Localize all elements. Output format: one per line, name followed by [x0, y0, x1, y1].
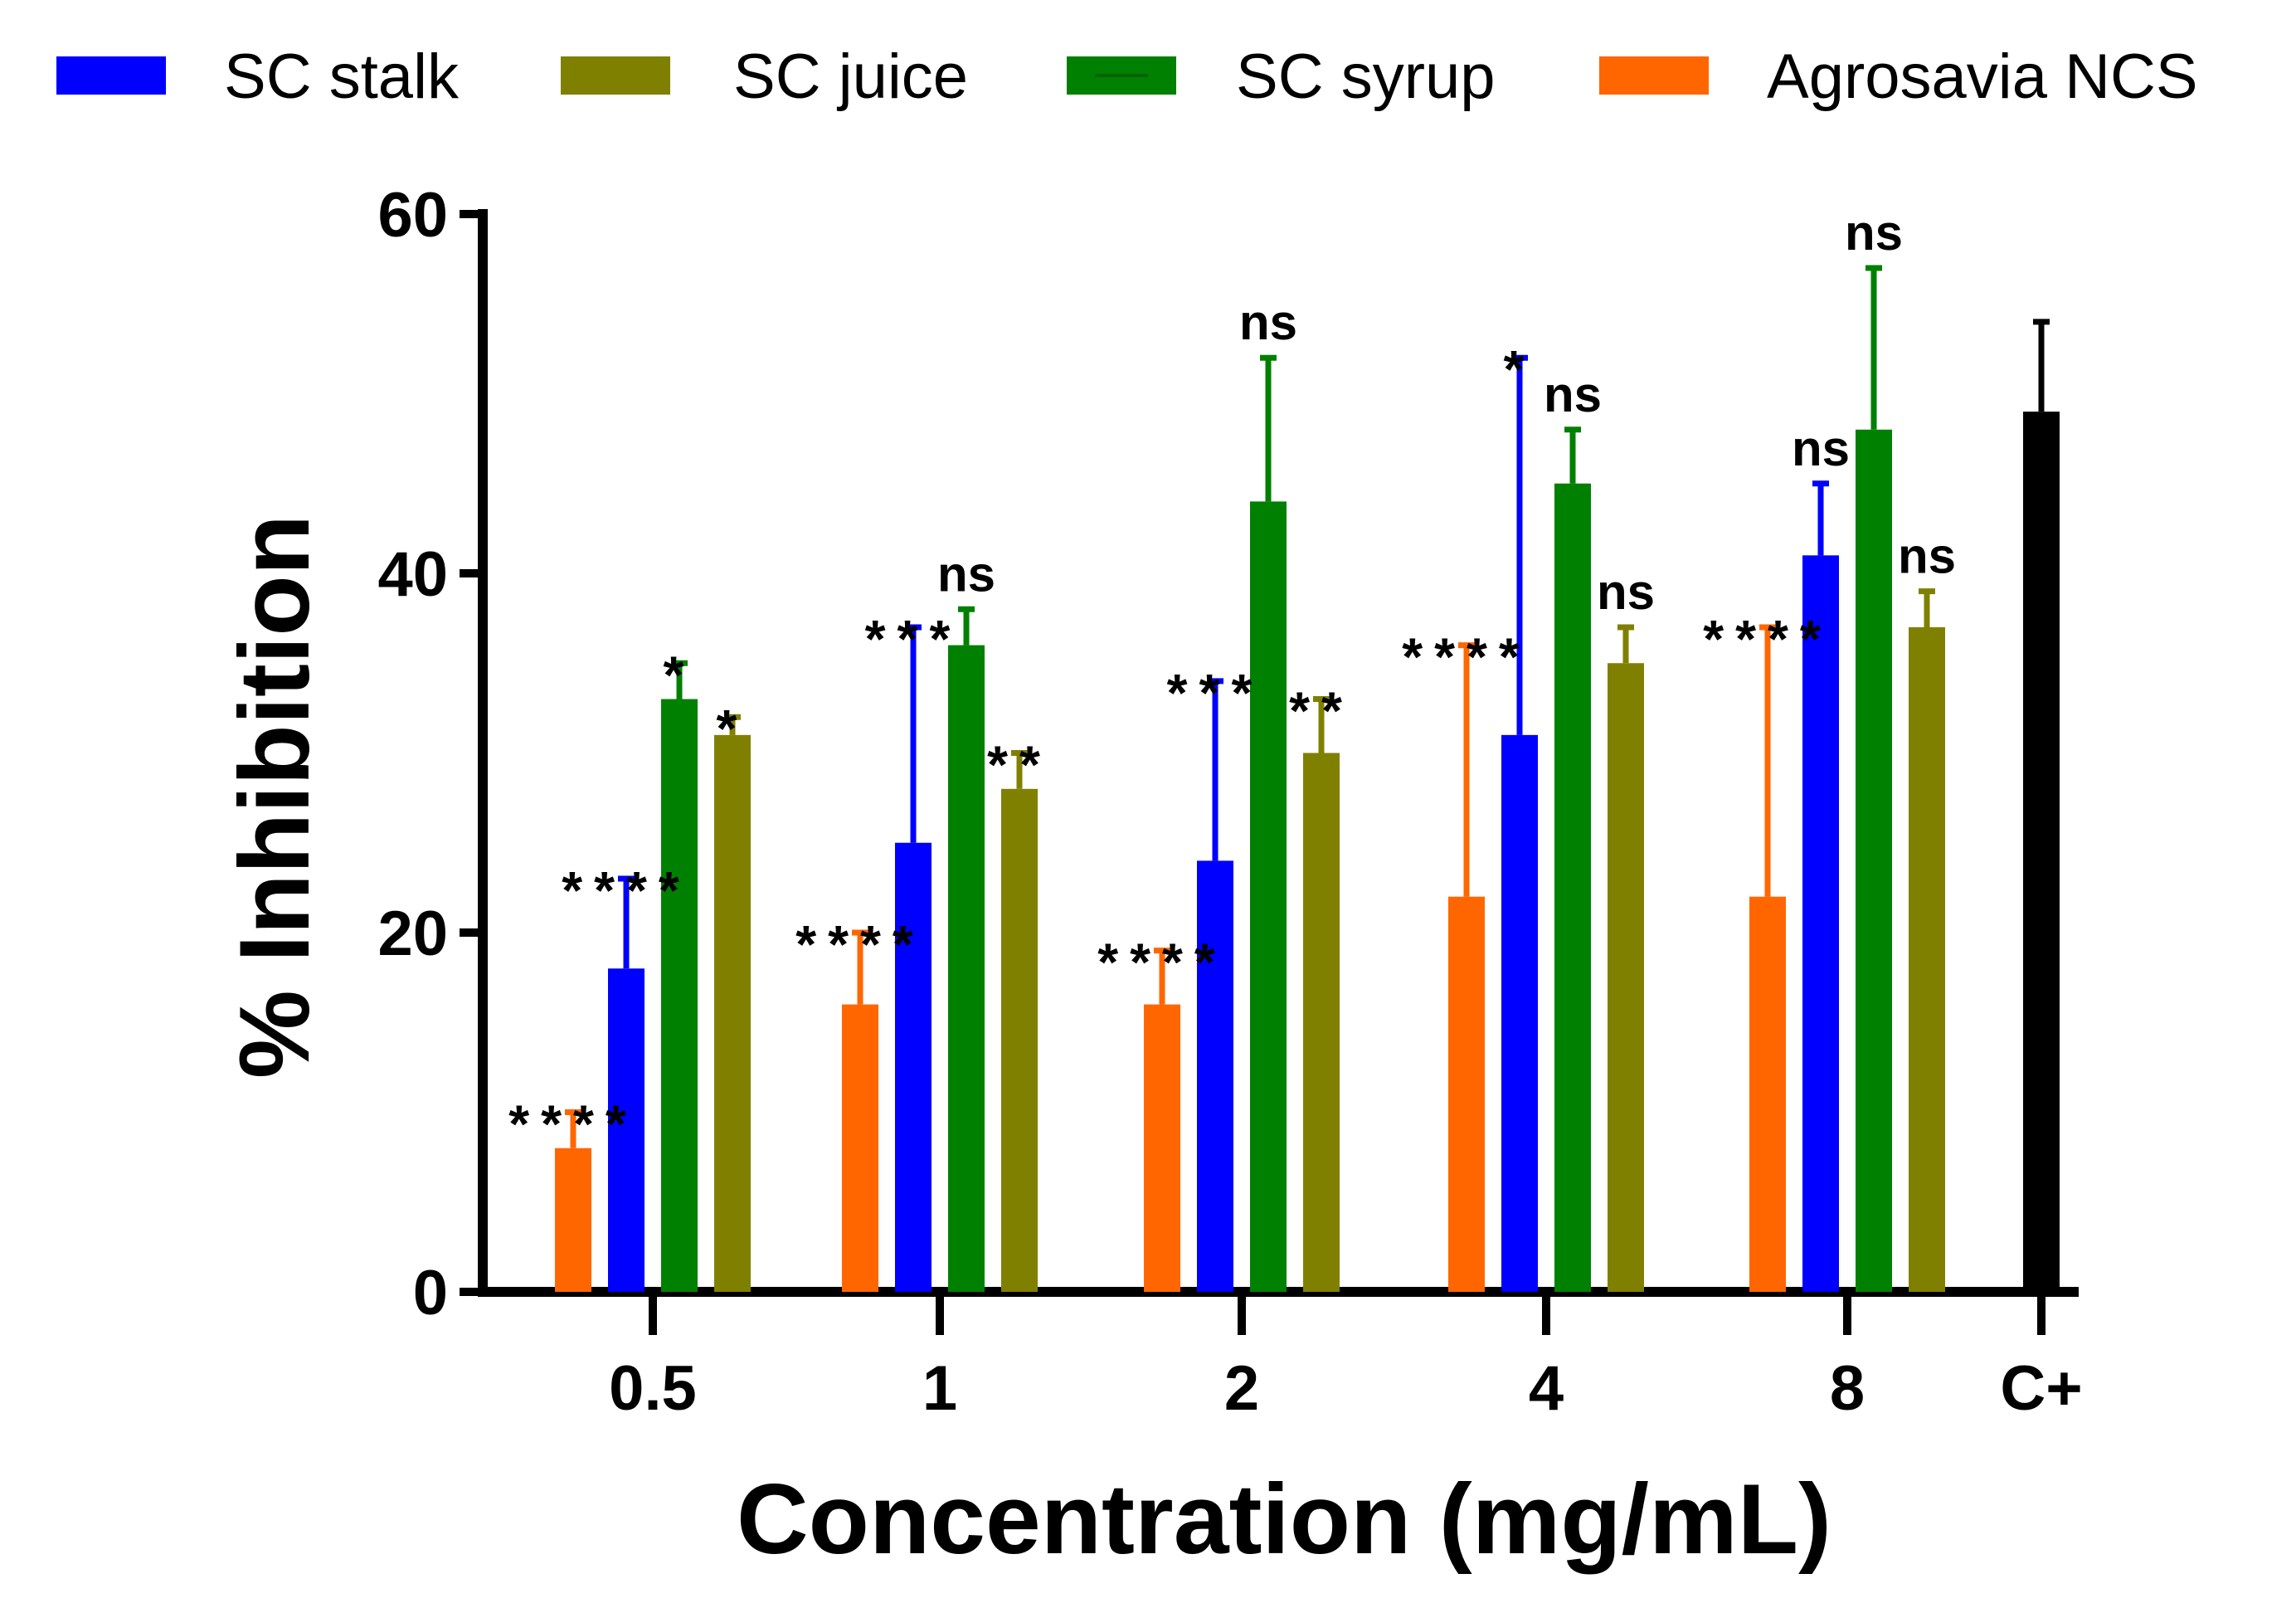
bar-sc-juice-1 [1001, 788, 1038, 1292]
y-tick-label: 40 [377, 539, 448, 610]
significance-label: ns [937, 546, 995, 602]
legend-swatch-sc-juice [561, 56, 670, 95]
legend-swatch-sc-stalk [56, 56, 166, 95]
bar-control [2023, 412, 2060, 1292]
significance-label: * [1504, 339, 1536, 399]
bar-sc-juice-2 [1303, 753, 1340, 1292]
bar-agrosavia-ncs-8 [1749, 896, 1786, 1292]
legend: SC stalk SC juice SC syrup Agrosavia NCS [56, 41, 2198, 112]
bar-sc-stalk-2 [1197, 860, 1233, 1292]
significance-label: * [664, 645, 696, 704]
y-tick-label: 0 [413, 1258, 448, 1328]
x-axis-ticks: 0.5 1 2 4 8 C+ [609, 1292, 2083, 1424]
bar-sc-juice-0-5 [714, 734, 751, 1292]
legend-swatch-agrosavia-ncs [1599, 56, 1709, 95]
x-tick-label: 8 [1830, 1353, 1865, 1424]
significance-label: **** [1402, 627, 1531, 687]
bar-agrosavia-ncs-0-5 [555, 1147, 591, 1292]
significance-label: ns [1792, 421, 1850, 476]
significance-label: **** [795, 914, 925, 974]
y-axis-title: % Inhibition [219, 514, 330, 1079]
significance-label: ns [1239, 295, 1297, 350]
significance-label: ** [1289, 681, 1354, 741]
y-tick-label: 60 [377, 180, 448, 251]
significance-label: **** [1703, 609, 1832, 669]
x-tick-label: 0.5 [609, 1353, 697, 1424]
bar-agrosavia-ncs-2 [1144, 1004, 1180, 1292]
significance-label: ns [1845, 205, 1903, 261]
significance-label: **** [562, 860, 691, 920]
significance-label: ns [1898, 529, 1956, 584]
x-tick-label: C+ [2000, 1353, 2082, 1424]
significance-label: ** [987, 735, 1052, 795]
bar-sc-syrup-0-5 [661, 699, 698, 1292]
bar-sc-stalk-0-5 [608, 968, 645, 1292]
y-tick-label: 20 [377, 899, 448, 969]
bar-sc-juice-8 [1909, 626, 1945, 1292]
significance-label: ns [1597, 564, 1655, 620]
y-axis-ticks: 0 20 40 60 [377, 180, 483, 1328]
bar-sc-syrup-2 [1250, 501, 1287, 1292]
significance-labels: ******** ******** ***************ns*nsnsns… [508, 205, 1956, 1154]
legend-label-agrosavia-ncs: Agrosavia NCS [1767, 41, 2198, 112]
significance-label: *** [1167, 663, 1264, 723]
bar-sc-stalk-4 [1501, 734, 1538, 1292]
significance-label: **** [1097, 933, 1227, 992]
significance-label: ns [1544, 367, 1602, 422]
x-tick-label: 1 [922, 1353, 957, 1424]
bar-sc-stalk-8 [1802, 555, 1839, 1292]
x-axis-title: Concentration (mg/mL) [737, 1464, 1831, 1575]
bar-sc-syrup-1 [948, 645, 985, 1292]
significance-label: * [717, 699, 749, 758]
bar-agrosavia-ncs-1 [842, 1004, 878, 1292]
bar-sc-stalk-1 [895, 842, 932, 1292]
bar-agrosavia-ncs-4 [1448, 896, 1485, 1292]
bars [555, 265, 2060, 1292]
bar-sc-juice-4 [1608, 663, 1644, 1292]
legend-label-sc-stalk: SC stalk [224, 41, 460, 112]
bar-sc-syrup-4 [1554, 483, 1591, 1292]
legend-label-sc-juice: SC juice [733, 41, 968, 112]
x-tick-label: 4 [1529, 1353, 1564, 1424]
bar-sc-syrup-8 [1856, 429, 1892, 1292]
significance-label: **** [508, 1094, 638, 1154]
legend-label-sc-syrup: SC syrup [1236, 41, 1496, 112]
significance-label: *** [865, 609, 962, 669]
x-tick-label: 2 [1224, 1353, 1259, 1424]
